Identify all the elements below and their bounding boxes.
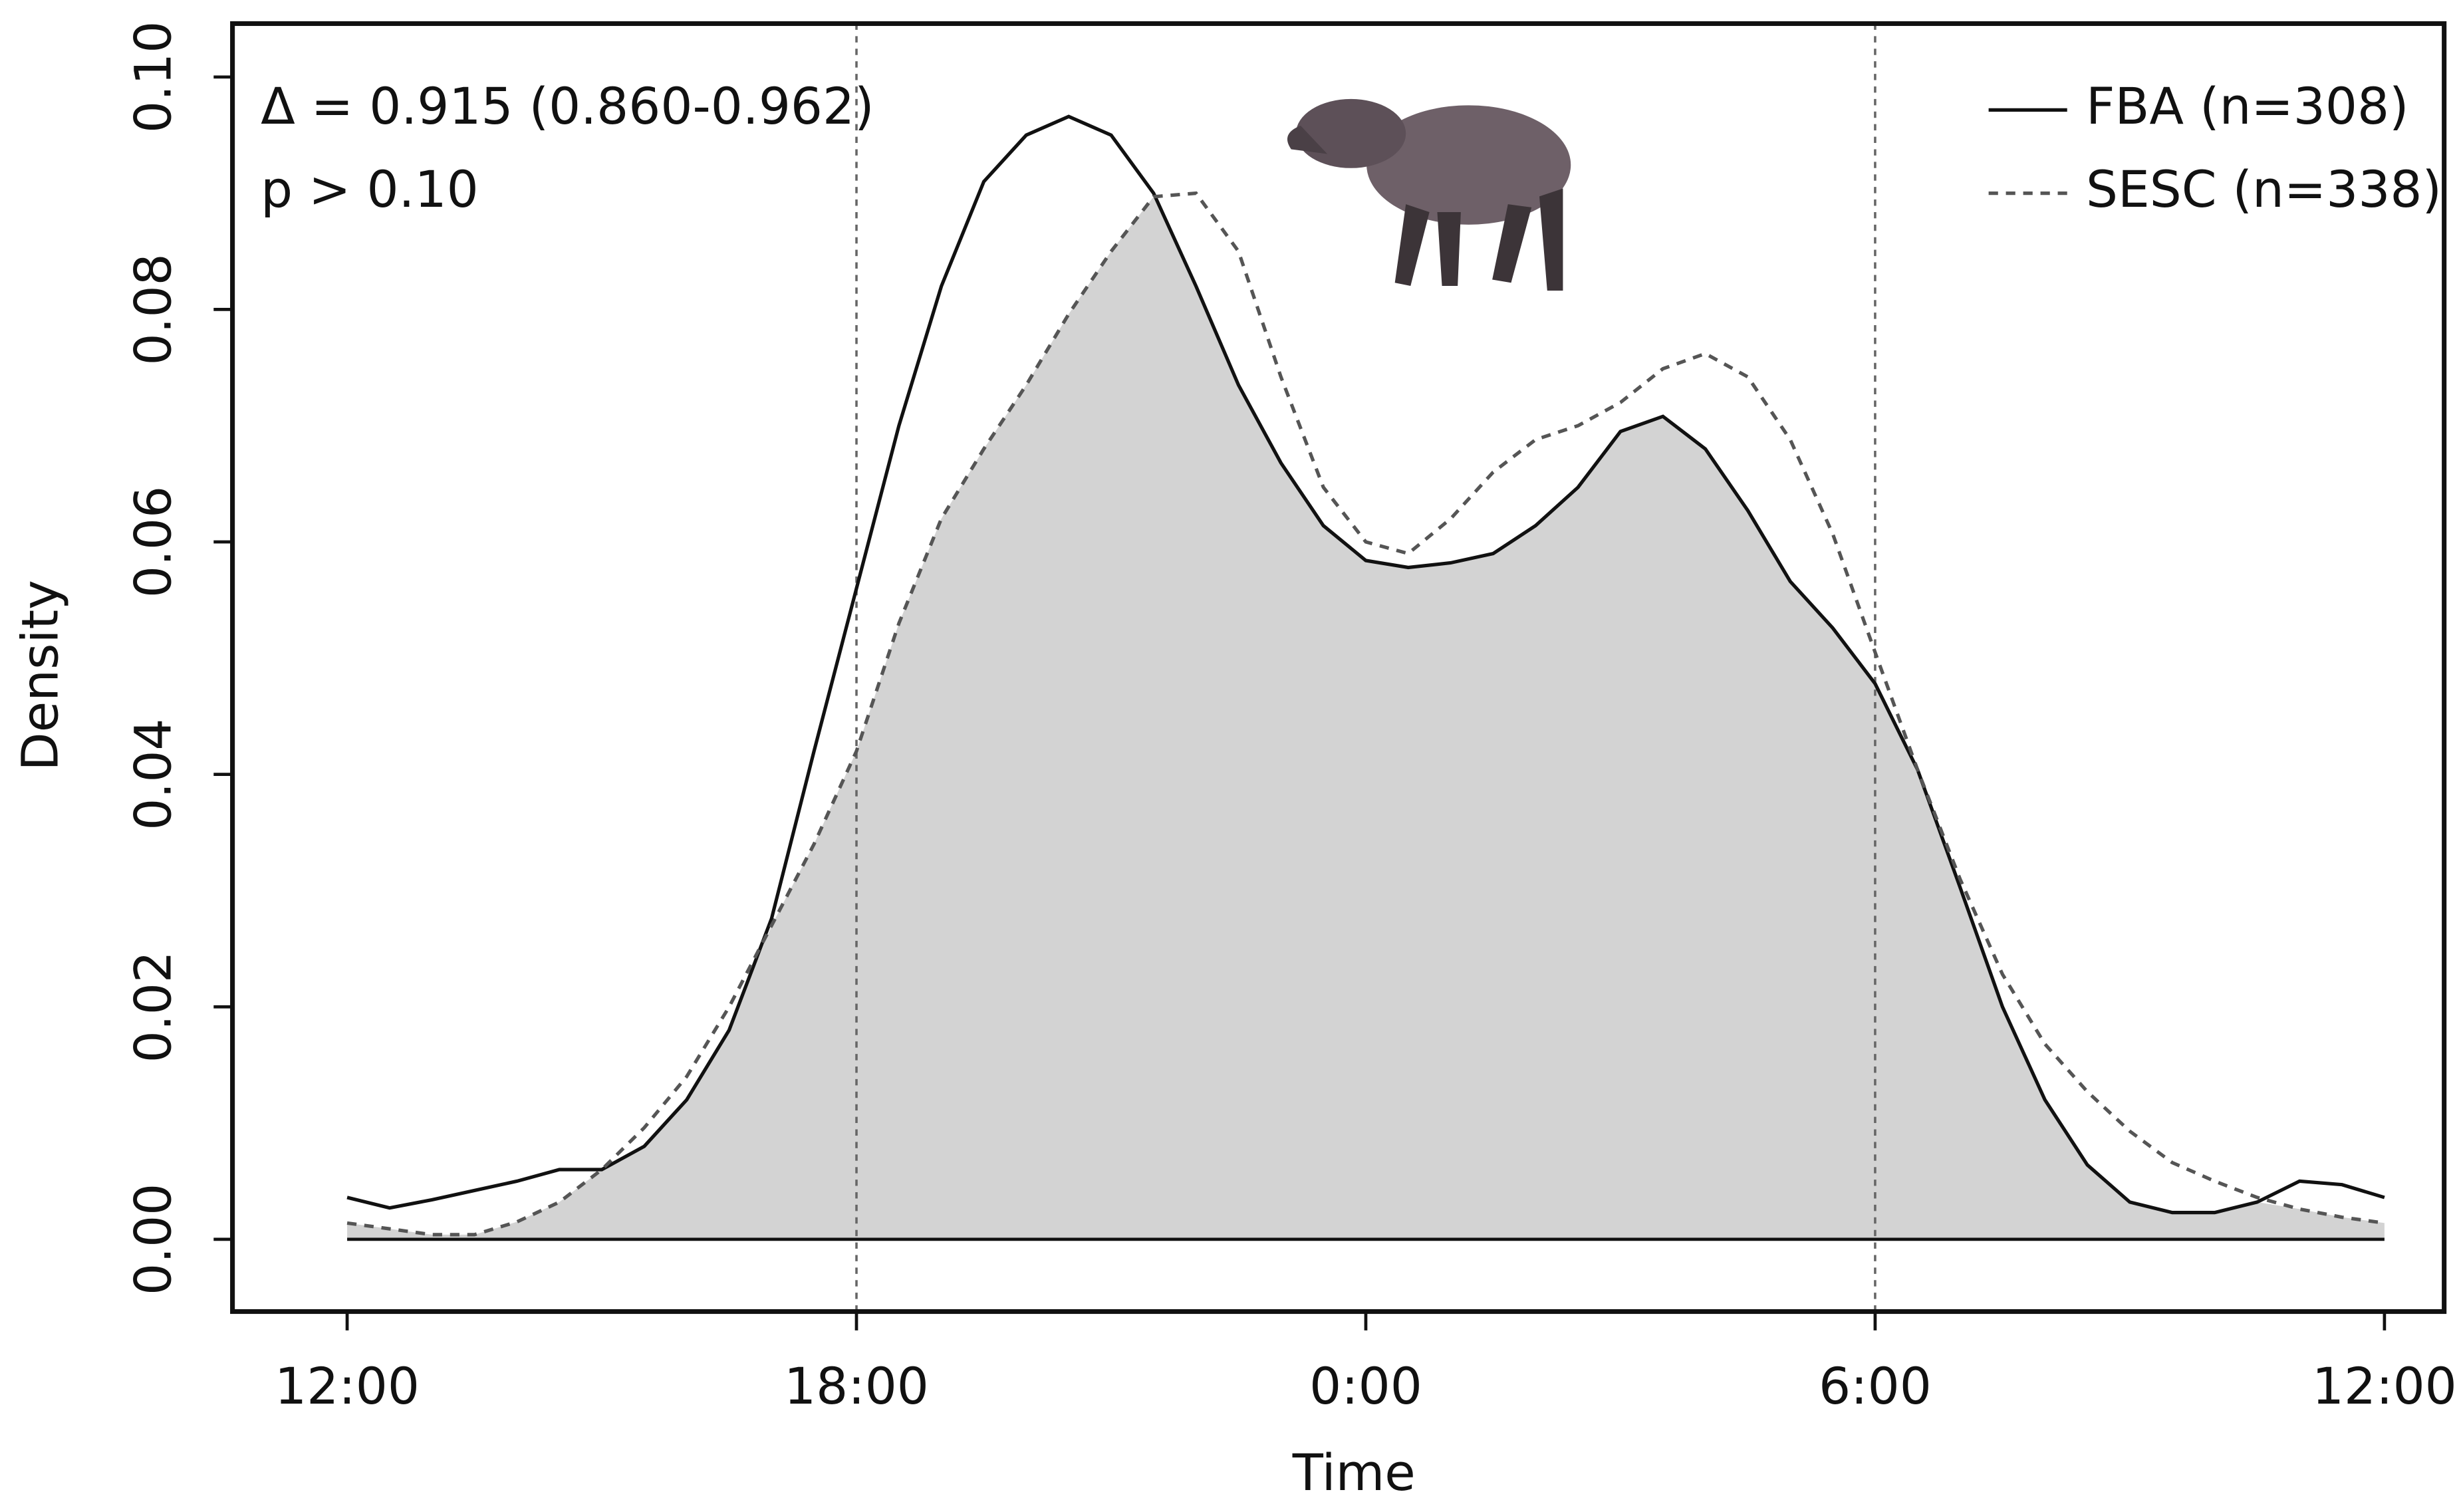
tapir-icon	[1287, 98, 1571, 291]
tapir-snout	[1287, 126, 1328, 154]
annotation: p > 0.10	[261, 160, 479, 219]
y-tick-label: 0.06	[124, 486, 183, 598]
density-line	[346, 191, 2385, 1237]
annotation: Δ = 0.915 (0.860-0.962)	[261, 77, 874, 136]
y-tick-label: 0.00	[124, 1184, 183, 1295]
x-tick-label: 0:00	[1309, 1357, 1422, 1416]
x-axis-label: Time	[1292, 1444, 1416, 1502]
overlap-area	[347, 196, 2385, 1239]
y-tick-label: 0.10	[124, 21, 183, 133]
x-tick-label: 18:00	[784, 1357, 929, 1416]
y-tick-label: 0.02	[124, 951, 183, 1063]
x-tick-label: 6:00	[1819, 1357, 1932, 1416]
plot-frame	[230, 21, 2447, 1315]
density-line	[346, 114, 2385, 1215]
legend-label: FBA (n=308)	[2086, 77, 2409, 136]
x-tick-label: 12:00	[275, 1357, 420, 1416]
y-tick-label: 0.08	[124, 253, 183, 365]
tapir-head	[1295, 98, 1406, 168]
x-tick-label: 12:00	[2312, 1357, 2457, 1416]
tapir-legs	[1394, 188, 1563, 291]
y-tick-label: 0.04	[124, 718, 183, 830]
legend-label: SESC (n=338)	[2086, 160, 2442, 219]
tapir-body	[1366, 105, 1571, 225]
y-axis-label: Density	[11, 580, 70, 771]
